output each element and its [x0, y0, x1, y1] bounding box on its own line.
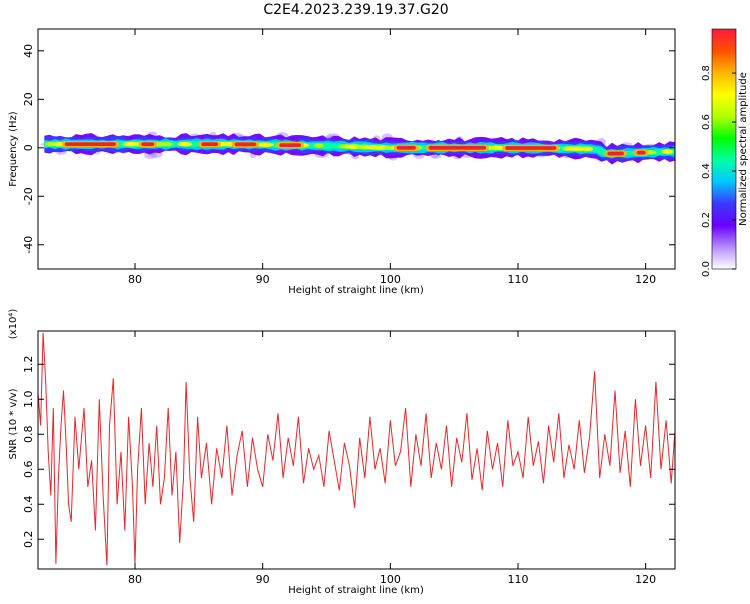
spectrogram-hot-segment — [636, 150, 646, 155]
spectrogram-y-tick-label: -40 — [22, 236, 35, 254]
spectrogram-mid-cell — [45, 141, 57, 147]
spectrogram-y-tick-label: -20 — [22, 187, 35, 205]
spectrogram-x-axis-label: Height of straight line (km) — [288, 285, 424, 296]
snr-panel: 80 90 100 110 120 1.2 1.0 0.8 0.6 0.4 0.2 Height o… — [8, 309, 676, 596]
snr-line — [37, 332, 676, 566]
snr-scale-note: (x10⁴) — [8, 309, 19, 340]
spectrogram-y-axis-label: Frequency (Hz) — [8, 111, 19, 187]
snr-y-axis-label: SNR (10 * v/v) — [8, 388, 19, 459]
spectrogram-hot-segment — [428, 145, 487, 150]
spectrogram-hot-segment — [279, 143, 301, 148]
snr-y-tick-label: 1.0 — [22, 391, 35, 409]
colorbar-label: Normalized spectral amplitude — [738, 72, 749, 226]
spectrogram-mid-cell — [161, 141, 173, 147]
spectrogram-frame — [37, 28, 676, 270]
snr-series — [37, 332, 676, 566]
spectrogram-fringe-cell — [430, 154, 438, 159]
spectrogram-panel: 80 90 100 110 120 40 20 0 -20 -40 Height of strai… — [8, 28, 676, 296]
spectrogram-x-tick-label: 80 — [128, 273, 142, 286]
spectrogram-mid-cell — [488, 145, 507, 150]
colorbar-tick-label: 0.6 — [701, 114, 712, 130]
spectrogram-x-tick-label: 120 — [635, 273, 656, 286]
spectrogram-y-tick-label: 0 — [22, 144, 35, 151]
snr-y-tick-label: 0.8 — [22, 426, 35, 444]
spectrogram-hot-segment — [234, 142, 257, 147]
snr-x-axis-label: Height of straight line (km) — [288, 585, 424, 596]
spectrogram-x-tick-label: 90 — [256, 273, 270, 286]
colorbar-ramp — [711, 28, 737, 270]
snr-y-tick-label: 0.6 — [22, 461, 35, 479]
colorbar-tick-label: 0.2 — [701, 212, 712, 228]
snr-y-tick-label: 0.2 — [22, 531, 35, 549]
spectrogram-hot-segment — [201, 142, 218, 147]
colorbar-tick-label: 0.8 — [701, 65, 712, 81]
colorbar-tick-label: 0.0 — [701, 261, 712, 277]
snr-x-tick-label: 120 — [635, 573, 656, 586]
spectrogram-y-tick-label: 20 — [22, 92, 35, 106]
colorbar: 0.0 0.2 0.4 0.6 0.8 Normalized spectral ampl… — [701, 28, 749, 277]
spectrogram-heatmap — [40, 131, 675, 165]
spectrogram-x-tick-label: 110 — [507, 273, 528, 286]
spectrogram-hot-segment — [505, 146, 557, 150]
spectrogram-mid-cell — [256, 142, 274, 147]
snr-x-tick-label: 90 — [256, 573, 270, 586]
spectrogram-hot-segment — [607, 151, 624, 156]
spectrogram-hot-segment — [396, 145, 416, 150]
spectrogram-hot-segment — [64, 142, 116, 147]
spectrogram-y-tick-label: 40 — [22, 44, 35, 58]
colorbar-ticks: 0.0 0.2 0.4 0.6 0.8 — [701, 65, 736, 277]
spectrogram-mid-cell — [580, 146, 594, 152]
spectrogram-mid-cell — [661, 149, 674, 154]
spectrogram-mid-cell — [313, 143, 324, 148]
snr-y-tick-label: 1.2 — [22, 356, 35, 374]
snr-x-tick-label: 80 — [128, 573, 142, 586]
spectrogram-ticks: 80 90 100 110 120 40 20 0 -20 -40 — [22, 29, 675, 286]
snr-x-tick-label: 110 — [507, 573, 528, 586]
spectrogram-x-tick-label: 100 — [380, 273, 401, 286]
snr-frame — [37, 330, 676, 570]
snr-ticks: 80 90 100 110 120 1.2 1.0 0.8 0.6 0.4 0.2 — [22, 331, 675, 586]
spectrogram-hot-segment — [141, 142, 155, 147]
snr-plot-area — [38, 331, 675, 569]
snr-y-tick-label: 0.4 — [22, 496, 35, 514]
colorbar-tick-label: 0.4 — [701, 163, 712, 179]
figure-title: C2E4.2023.239.19.37.G20 — [263, 2, 448, 18]
spectrogram-mid-cell — [177, 141, 193, 147]
snr-x-tick-label: 100 — [380, 573, 401, 586]
